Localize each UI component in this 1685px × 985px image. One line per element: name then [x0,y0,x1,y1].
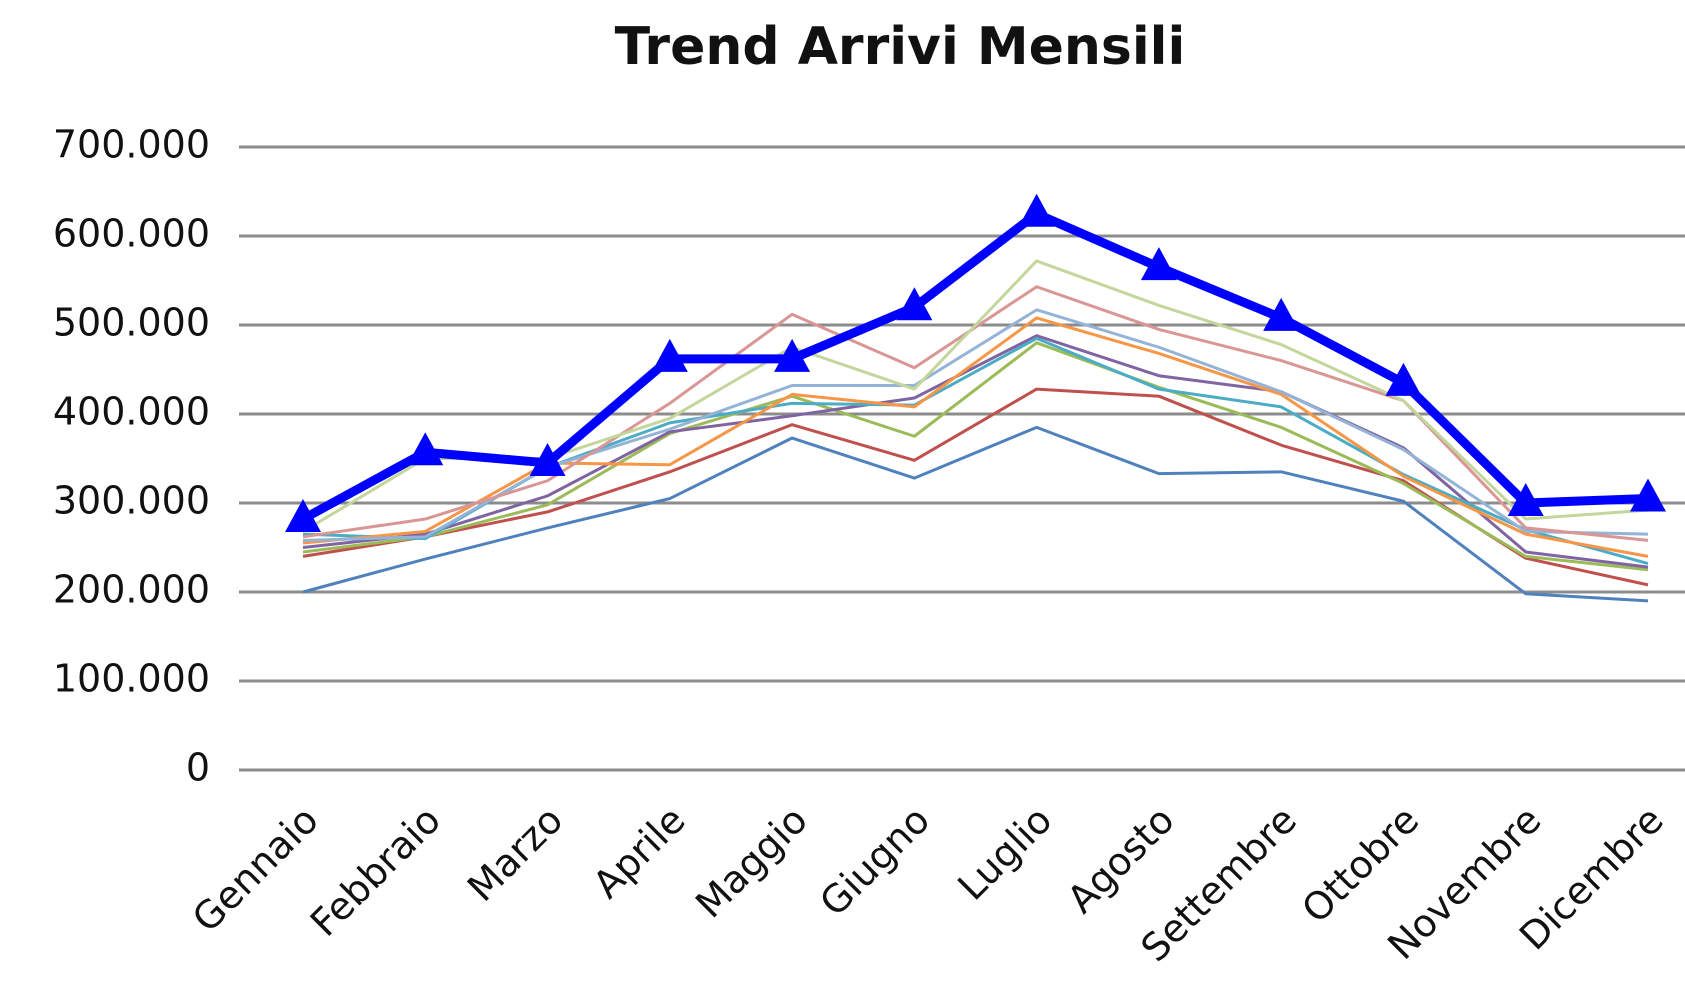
marker [285,499,321,533]
y-tick-label: 200.000 [53,568,210,612]
y-tick-label: 600.000 [53,212,210,256]
x-tick-label: Marzo [459,798,571,910]
series-line [302,336,1649,565]
x-tick-label: Agosto [1059,798,1183,922]
series-line [302,341,1649,572]
series-line [302,425,1649,603]
y-tick-label: 700.000 [53,123,210,167]
series-line [302,308,1649,542]
x-tick-label: Gennaio [184,798,327,941]
x-tick-label: Giugno [811,798,938,925]
y-tick-label: 500.000 [53,301,210,345]
y-tick-label: 100.000 [53,657,210,701]
series-line [302,316,1649,558]
marker [529,442,566,476]
x-tick-label: Febbraio [302,798,449,945]
marker [651,338,688,372]
marker [1018,193,1055,227]
chart-title: Trend Arrivi Mensili [615,17,1186,77]
y-tick-label: 400.000 [53,390,210,434]
y-tick-label: 300.000 [53,479,210,523]
x-tick-label: Aprile [585,798,694,907]
marker [1385,362,1422,396]
series-line [300,209,1649,523]
marker [407,432,444,466]
marker [896,287,933,321]
marker [1140,247,1177,281]
marker [1630,478,1666,512]
marker [774,338,811,372]
marker [1263,297,1300,331]
series-line [302,387,1649,587]
series-line [302,334,1649,569]
marker [1507,483,1544,516]
y-tick-label: 0 [186,746,210,790]
x-tick-label: Maggio [687,798,816,927]
x-tick-label: Luglio [949,798,1060,909]
